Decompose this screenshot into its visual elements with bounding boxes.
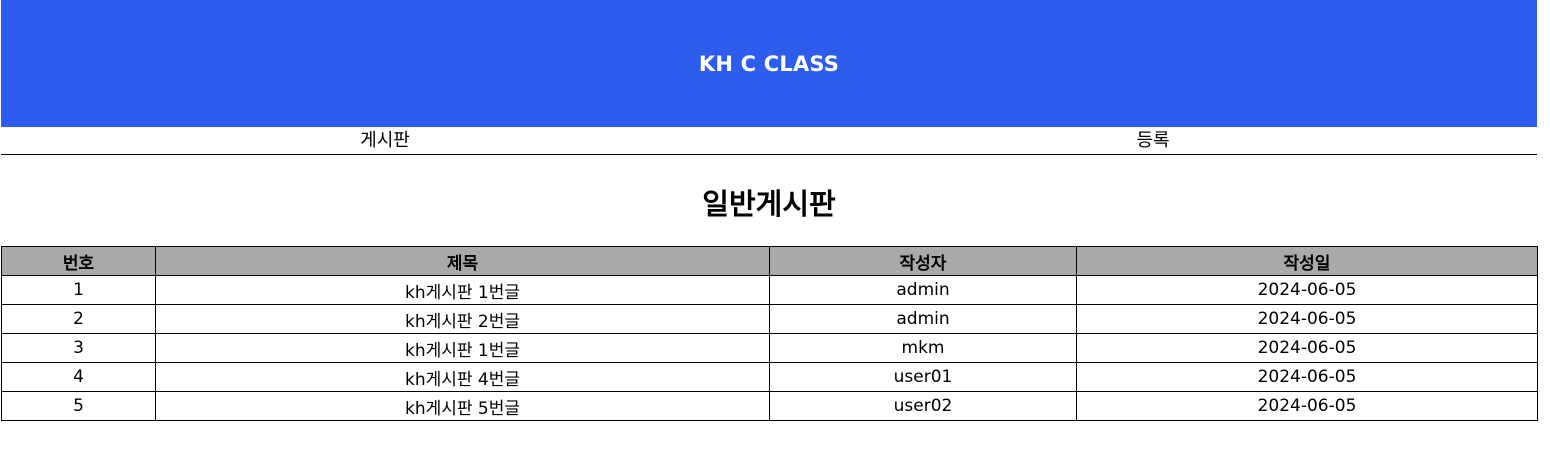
cell-number: 4 xyxy=(1,362,156,392)
column-header-date: 작성일 xyxy=(1076,246,1538,276)
page-title: 일반게시판 xyxy=(702,187,836,221)
cell-number: 5 xyxy=(1,391,156,421)
column-header-title: 제목 xyxy=(155,246,770,276)
site-title: KH C CLASS xyxy=(698,51,840,76)
nav-item-board[interactable]: 게시판 xyxy=(360,130,410,151)
top-nav: 게시판 등록 xyxy=(1,127,1537,155)
table-row[interactable]: 4 kh게시판 4번글 user01 2024-06-05 xyxy=(1,362,1538,392)
table-row[interactable]: 2 kh게시판 2번글 admin 2024-06-05 xyxy=(1,304,1538,334)
table-header-row: 번호 제목 작성자 작성일 xyxy=(1,246,1538,276)
cell-author: user01 xyxy=(769,362,1077,392)
cell-author: mkm xyxy=(769,333,1077,363)
cell-title[interactable]: kh게시판 4번글 xyxy=(155,362,770,392)
cell-date: 2024-06-05 xyxy=(1076,304,1538,334)
cell-date: 2024-06-05 xyxy=(1076,333,1538,363)
cell-number: 2 xyxy=(1,304,156,334)
cell-date: 2024-06-05 xyxy=(1076,275,1538,305)
site-header: KH C CLASS xyxy=(1,0,1537,127)
table-row[interactable]: 1 kh게시판 1번글 admin 2024-06-05 xyxy=(1,275,1538,305)
table-row[interactable]: 3 kh게시판 1번글 mkm 2024-06-05 xyxy=(1,333,1538,363)
cell-date: 2024-06-05 xyxy=(1076,391,1538,421)
cell-author: admin xyxy=(769,304,1077,334)
cell-number: 3 xyxy=(1,333,156,363)
column-header-number: 번호 xyxy=(1,246,156,276)
cell-title[interactable]: kh게시판 5번글 xyxy=(155,391,770,421)
cell-number: 1 xyxy=(1,275,156,305)
cell-date: 2024-06-05 xyxy=(1076,362,1538,392)
cell-author: user02 xyxy=(769,391,1077,421)
cell-title[interactable]: kh게시판 1번글 xyxy=(155,275,770,305)
nav-item-register[interactable]: 등록 xyxy=(1136,130,1170,151)
board-table: 번호 제목 작성자 작성일 1 kh게시판 1번글 admin 2024-06-… xyxy=(1,246,1538,421)
cell-title[interactable]: kh게시판 2번글 xyxy=(155,304,770,334)
cell-author: admin xyxy=(769,275,1077,305)
table-row[interactable]: 5 kh게시판 5번글 user02 2024-06-05 xyxy=(1,391,1538,421)
cell-title[interactable]: kh게시판 1번글 xyxy=(155,333,770,363)
column-header-author: 작성자 xyxy=(769,246,1077,276)
